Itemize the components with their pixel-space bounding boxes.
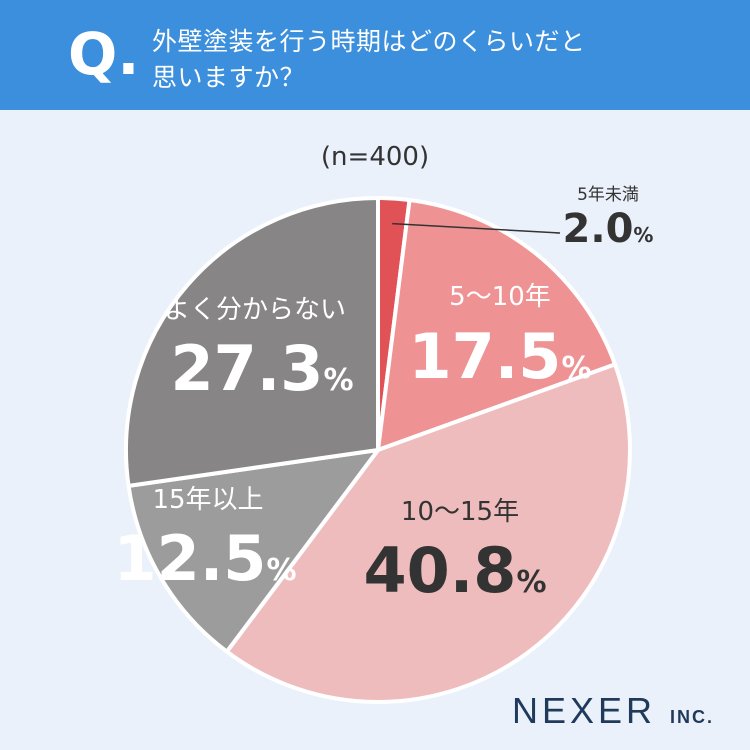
question-header: Q. 外壁塗装を行う時期はどのくらいだと 思いますか？ bbox=[0, 0, 750, 110]
slice-value-4: 12.5% bbox=[113, 522, 296, 595]
slice-value-1: 2.0% bbox=[563, 206, 654, 252]
nexer-logo: NEXER INC. bbox=[512, 690, 715, 731]
pie-slice-4 bbox=[126, 448, 380, 654]
slice-value-5: 27.3% bbox=[170, 332, 353, 405]
pie-slice-3 bbox=[224, 362, 632, 704]
question-line-1: 外壁塗装を行う時期はどのくらいだと bbox=[152, 27, 586, 56]
slice-label-1: 5年未満 bbox=[577, 185, 639, 205]
question-line-2: 思いますか？ bbox=[152, 63, 306, 92]
q-mark: Q. bbox=[68, 20, 140, 88]
question-text: 外壁塗装を行う時期はどのくらいだと 思いますか？ bbox=[152, 24, 712, 96]
sample-size-note: (n=400) bbox=[320, 142, 430, 172]
slice-label-5: よく分からない bbox=[164, 295, 346, 325]
pie-slice-5 bbox=[124, 196, 380, 488]
slice-label-4: 15年以上 bbox=[152, 485, 263, 515]
slice-value-2: 17.5% bbox=[408, 320, 591, 393]
callout-line bbox=[392, 222, 561, 234]
pie-slice-2 bbox=[376, 197, 617, 452]
slice-label-3: 10〜15年 bbox=[401, 497, 519, 527]
slice-label-2: 5〜10年 bbox=[449, 282, 551, 312]
slice-value-3: 40.8% bbox=[363, 534, 546, 607]
